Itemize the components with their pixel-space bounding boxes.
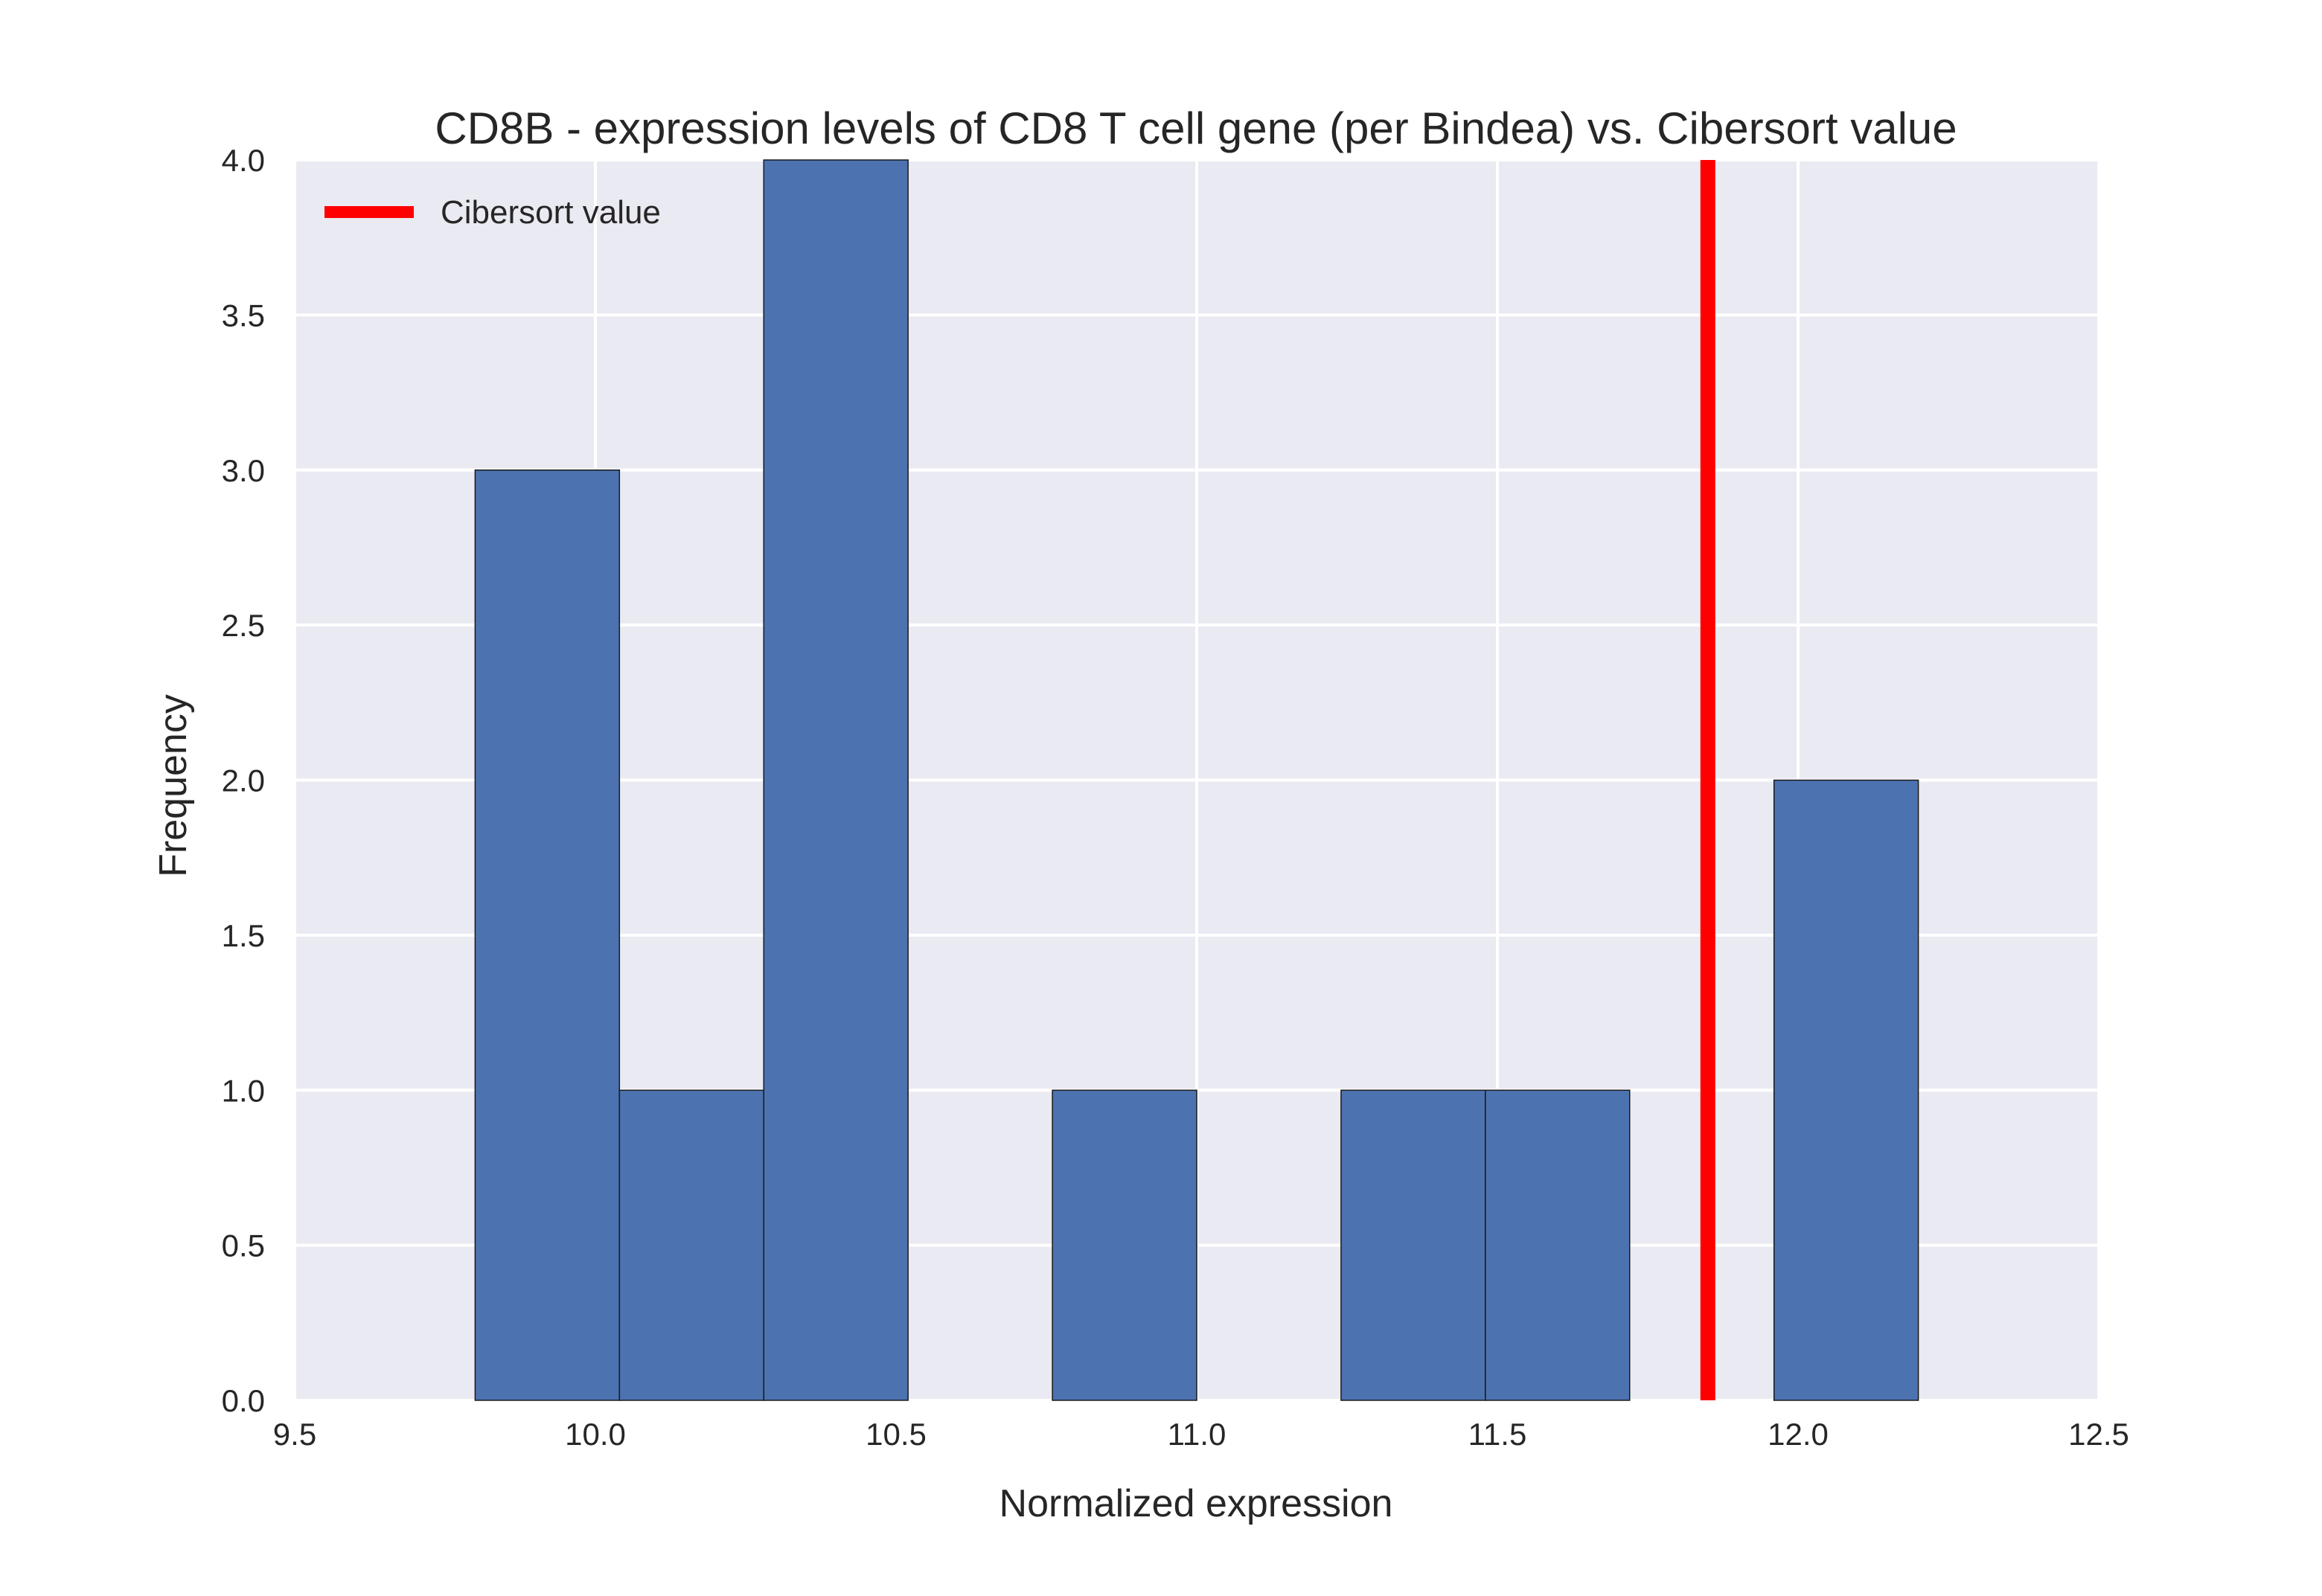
legend-label: Cibersort value xyxy=(441,194,661,231)
x-tick-label: 11.0 xyxy=(1168,1417,1226,1452)
histogram-bar xyxy=(1052,1089,1197,1401)
x-tick-label: 12.5 xyxy=(2068,1417,2129,1452)
chart-title: CD8B - expression levels of CD8 T cell g… xyxy=(435,103,1957,153)
y-tick-label: 1.0 xyxy=(222,1073,265,1108)
histogram-bar xyxy=(1773,779,1919,1401)
y-tick-label: 4.0 xyxy=(222,143,265,178)
histogram-bar xyxy=(1485,1089,1631,1401)
y-axis-ticks: 0.0 0.5 1.0 1.5 2.0 2.5 3.0 3.5 4.0 xyxy=(222,143,265,1418)
histogram-bar xyxy=(474,469,621,1401)
y-tick-label: 3.5 xyxy=(222,298,265,333)
x-tick-label: 11.5 xyxy=(1468,1417,1527,1452)
x-tick-label: 12.0 xyxy=(1768,1417,1829,1452)
y-tick-label: 0.0 xyxy=(222,1383,265,1418)
histogram-bar xyxy=(618,1089,764,1401)
x-tick-label: 10.5 xyxy=(866,1417,927,1452)
legend: Cibersort value xyxy=(324,194,661,231)
histogram-bar xyxy=(763,159,909,1401)
x-axis-label: Normalized expression xyxy=(1000,1482,1393,1525)
x-tick-label: 9.5 xyxy=(273,1417,316,1452)
y-tick-label: 1.5 xyxy=(222,918,265,953)
x-axis-ticks: 9.5 10.0 10.5 11.0 11.5 12.0 12.5 xyxy=(273,1417,2129,1452)
y-tick-label: 0.5 xyxy=(222,1228,265,1263)
y-tick-label: 2.0 xyxy=(222,763,265,798)
x-tick-label: 10.0 xyxy=(565,1417,626,1452)
histogram-bar xyxy=(1340,1089,1486,1401)
y-tick-label: 2.5 xyxy=(222,608,265,643)
y-tick-label: 3.0 xyxy=(222,453,265,488)
y-axis-label: Frequency xyxy=(152,694,195,877)
histogram-bars xyxy=(474,159,1919,1401)
